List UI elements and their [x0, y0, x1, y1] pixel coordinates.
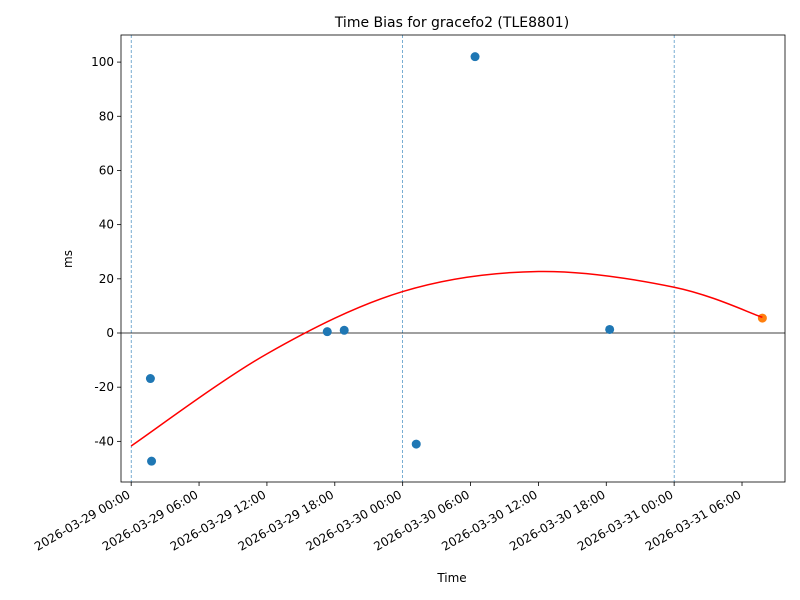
y-tick-label: 100: [91, 55, 114, 69]
y-tick-label: 60: [99, 163, 114, 177]
y-tick-label: 40: [99, 218, 114, 232]
y-tick-label: 80: [99, 109, 114, 123]
data-point-series-0-1: [147, 456, 157, 466]
data-point-series-0-5: [470, 52, 480, 62]
y-tick-label: 0: [106, 326, 114, 340]
data-point-series-0-3: [339, 325, 349, 335]
y-tick-label: -40: [94, 434, 114, 448]
y-axis-label: ms: [61, 250, 75, 268]
data-point-series-0-6: [605, 324, 615, 334]
data-point-series-0-4: [411, 439, 421, 449]
y-tick-label: -20: [94, 380, 114, 394]
y-tick-label: 20: [99, 272, 114, 286]
data-point-series-0-0: [145, 374, 155, 384]
data-point-series-1-0: [757, 313, 767, 323]
axes-frame: [120, 34, 786, 483]
fit-curve-line: [130, 270, 763, 447]
data-point-series-0-2: [322, 327, 332, 337]
x-axis-label: Time: [436, 571, 466, 585]
chart-title: Time Bias for gracefo2 (TLE8801): [334, 15, 569, 31]
